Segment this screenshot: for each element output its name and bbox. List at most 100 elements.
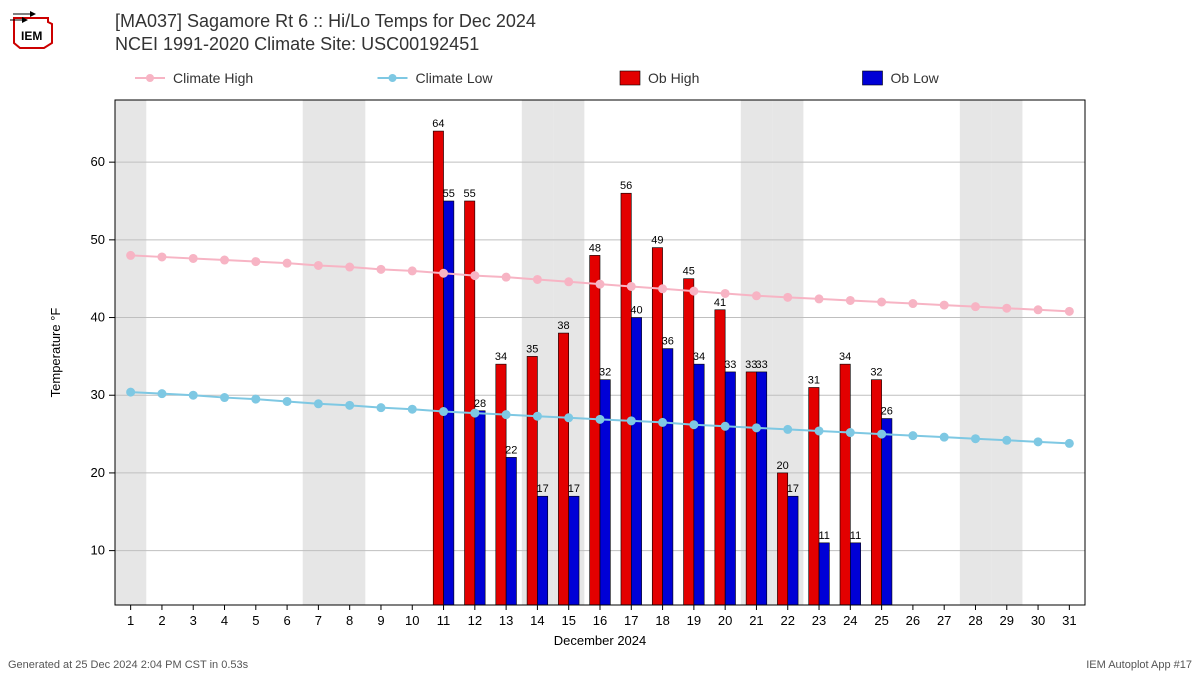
ob-low-label: 22 <box>505 444 517 456</box>
ytick-label: 30 <box>91 387 105 402</box>
climate-high-marker <box>878 298 886 306</box>
climate-high-marker <box>940 301 948 309</box>
weekend-band <box>115 100 146 605</box>
ob-low-bar <box>444 201 454 605</box>
xlabel: December 2024 <box>554 633 647 648</box>
ob-high-bar <box>527 356 537 605</box>
climate-high-marker <box>283 259 291 267</box>
climate-low-marker <box>690 421 698 429</box>
ytick-label: 40 <box>91 310 105 325</box>
ob-high-label: 35 <box>526 343 538 355</box>
ob-high-bar <box>621 193 631 605</box>
legend-ob-low-swatch <box>863 71 883 85</box>
ob-low-label: 17 <box>787 483 799 495</box>
climate-low-marker <box>659 418 667 426</box>
ob-low-label: 36 <box>662 336 674 348</box>
ob-low-label: 40 <box>630 305 642 317</box>
climate-low-marker <box>752 424 760 432</box>
xtick-label: 12 <box>468 613 482 628</box>
xtick-label: 1 <box>127 613 134 628</box>
climate-low-marker <box>846 429 854 437</box>
ob-low-bar <box>788 496 798 605</box>
climate-low-marker <box>377 404 385 412</box>
climate-high-marker <box>659 285 667 293</box>
climate-high-marker <box>158 253 166 261</box>
climate-low-marker <box>408 405 416 413</box>
climate-low-marker <box>784 425 792 433</box>
climate-high-marker <box>408 267 416 275</box>
ob-high-bar <box>746 372 756 605</box>
ob-low-bar <box>631 318 641 605</box>
ob-high-label: 31 <box>808 374 820 386</box>
ytick-label: 50 <box>91 232 105 247</box>
climate-low-marker <box>971 435 979 443</box>
footer-generated: Generated at 25 Dec 2024 2:04 PM CST in … <box>8 659 248 671</box>
xtick-label: 14 <box>530 613 544 628</box>
xtick-label: 15 <box>561 613 575 628</box>
climate-high-marker <box>314 261 322 269</box>
ob-high-label: 55 <box>464 188 476 200</box>
legend-climate-high-marker <box>146 74 154 82</box>
climate-high-marker <box>377 265 385 273</box>
ob-low-label: 33 <box>724 359 736 371</box>
xtick-label: 30 <box>1031 613 1045 628</box>
legend-climate-low-label: Climate Low <box>416 70 494 86</box>
ob-high-label: 20 <box>776 460 788 472</box>
climate-low-marker <box>533 412 541 420</box>
weekend-band <box>334 100 365 605</box>
legend-climate-high-label: Climate High <box>173 70 253 86</box>
ob-low-label: 11 <box>850 530 861 542</box>
climate-high-marker <box>627 282 635 290</box>
weekend-band <box>960 100 991 605</box>
climate-high-marker <box>721 289 729 297</box>
ob-low-label: 33 <box>755 359 767 371</box>
xtick-label: 31 <box>1062 613 1076 628</box>
xtick-label: 22 <box>781 613 795 628</box>
climate-high-marker <box>1065 307 1073 315</box>
chart-area: 1020304050606455552834223517381748325640… <box>0 0 1200 675</box>
xtick-label: 27 <box>937 613 951 628</box>
climate-low-marker <box>627 417 635 425</box>
ob-low-label: 26 <box>881 406 893 418</box>
ob-high-bar <box>684 279 694 605</box>
ob-low-bar <box>882 419 892 605</box>
ob-high-label: 49 <box>651 235 663 247</box>
xtick-label: 6 <box>283 613 290 628</box>
weekend-band <box>991 100 1022 605</box>
xtick-label: 25 <box>874 613 888 628</box>
ob-low-bar <box>694 364 704 605</box>
climate-high-marker <box>815 295 823 303</box>
ob-high-bar <box>809 387 819 605</box>
xtick-label: 4 <box>221 613 228 628</box>
climate-low-marker <box>252 395 260 403</box>
ob-high-label: 64 <box>432 118 444 130</box>
climate-low-marker <box>596 415 604 423</box>
climate-low-marker <box>283 397 291 405</box>
xtick-label: 7 <box>315 613 322 628</box>
legend-climate-low-marker <box>389 74 397 82</box>
xtick-label: 23 <box>812 613 826 628</box>
climate-low-marker <box>909 432 917 440</box>
climate-high-marker <box>471 272 479 280</box>
ob-high-label: 48 <box>589 242 601 254</box>
climate-high-marker <box>784 293 792 301</box>
xtick-label: 11 <box>437 613 451 628</box>
xtick-label: 5 <box>252 613 259 628</box>
ytick-label: 10 <box>91 543 105 558</box>
xtick-label: 10 <box>405 613 419 628</box>
ob-low-bar <box>663 349 673 605</box>
ob-low-label: 17 <box>536 483 548 495</box>
ob-high-bar <box>433 131 443 605</box>
ob-high-label: 41 <box>714 297 726 309</box>
ob-high-label: 34 <box>495 351 507 363</box>
ob-high-label: 32 <box>870 367 882 379</box>
xtick-label: 24 <box>843 613 857 628</box>
ylabel: Temperature °F <box>48 308 63 398</box>
ob-low-label: 34 <box>693 351 705 363</box>
climate-high-marker <box>127 251 135 259</box>
climate-low-marker <box>565 414 573 422</box>
ob-low-label: 55 <box>443 188 455 200</box>
climate-high-marker <box>189 254 197 262</box>
xtick-label: 16 <box>593 613 607 628</box>
ob-low-bar <box>600 380 610 605</box>
